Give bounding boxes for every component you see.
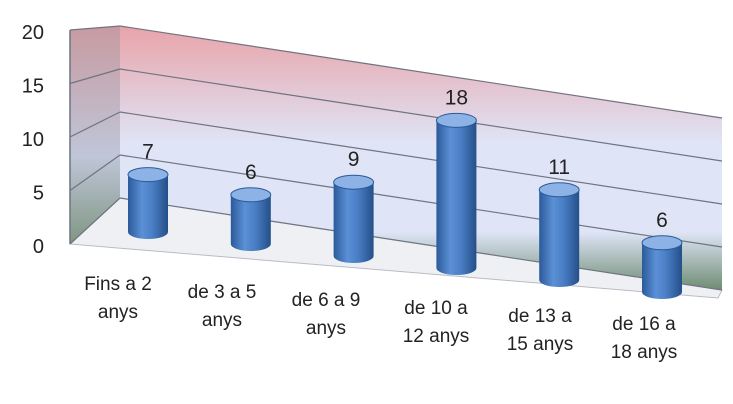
side-gridline — [69, 68, 121, 85]
data-label: 18 — [445, 86, 468, 109]
bars — [127, 112, 683, 299]
x-tick-label: 12 anys — [403, 326, 470, 347]
gridline — [119, 25, 723, 119]
y-tick-label: 0 — [33, 236, 44, 258]
x-tick-label: 18 anys — [611, 342, 678, 363]
x-tick-label: de 3 a 5 — [188, 282, 257, 303]
side-gridline — [69, 25, 121, 31]
x-tick-label: de 13 a — [508, 306, 572, 327]
x-tick-label: de 6 a 9 — [292, 290, 361, 311]
y-tick-label: 5 — [33, 183, 44, 205]
x-tick-label: de 16 a — [612, 314, 676, 335]
y-tick-label: 20 — [22, 22, 44, 44]
side-gridline — [69, 111, 121, 138]
y-tick-label: 10 — [22, 129, 44, 151]
x-tick-label: anys — [98, 302, 138, 323]
bar — [538, 182, 580, 287]
y-axis: 0 5 10 15 20 — [22, 22, 71, 258]
data-label: 11 — [548, 156, 570, 179]
bar — [435, 112, 477, 276]
x-tick-label: de 10 a — [404, 298, 468, 319]
x-tick-label: anys — [202, 310, 242, 331]
gridline — [119, 154, 723, 248]
gridline — [119, 197, 723, 291]
gridlines — [69, 25, 723, 291]
side-gridline — [69, 154, 121, 191]
bar — [127, 167, 169, 239]
gridline — [119, 111, 723, 205]
x-axis: Fins a 2 anys de 3 a 5 anys de 6 a 9 anys de 1… — [84, 274, 677, 363]
gridline — [119, 68, 723, 162]
data-label: 6 — [656, 209, 668, 232]
x-tick-label: Fins a 2 — [84, 274, 152, 295]
bar — [333, 174, 375, 263]
data-label: 6 — [245, 161, 257, 184]
bar — [641, 235, 683, 299]
data-labels: 7 6 9 18 11 6 — [142, 86, 668, 231]
y-tick-label: 15 — [22, 76, 44, 98]
side-wall — [70, 26, 120, 244]
x-tick-label: 15 anys — [507, 334, 574, 355]
data-label: 7 — [142, 141, 154, 164]
side-gridline — [69, 197, 121, 245]
bar — [230, 187, 272, 251]
x-tick-label: anys — [306, 318, 346, 339]
data-label: 9 — [348, 148, 360, 171]
